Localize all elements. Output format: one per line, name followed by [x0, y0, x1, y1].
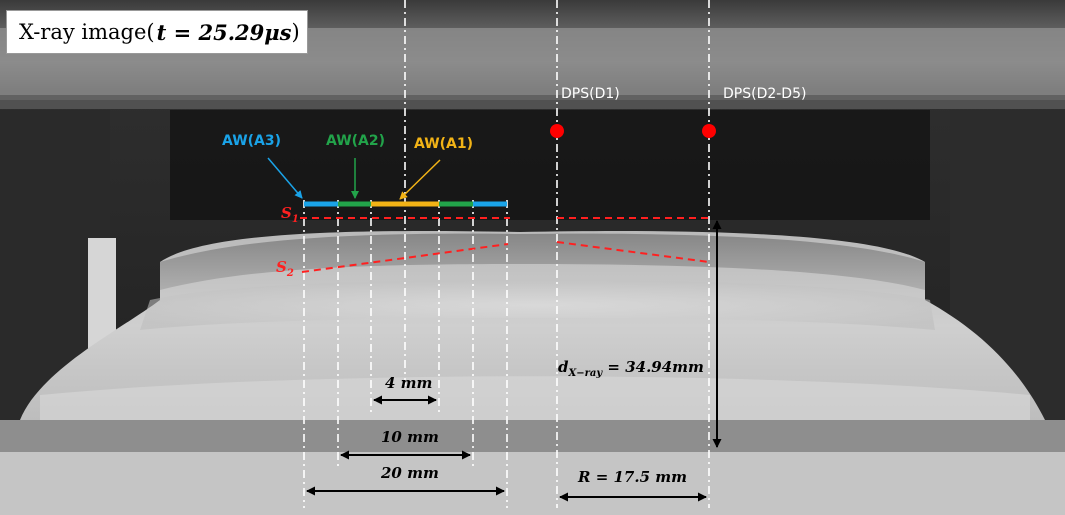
aw-a1-label: AW(A1) — [414, 136, 474, 152]
title-prefix: X-ray image( — [19, 20, 155, 44]
dim-20-label: 20 mm — [381, 464, 439, 482]
guide-lines — [303, 0, 710, 508]
aw-a3-arrow — [267, 157, 303, 199]
dps-d1-marker — [550, 124, 564, 138]
dim-10-label: 10 mm — [381, 428, 439, 446]
aw-a2-label: AW(A2) — [326, 133, 386, 149]
dps-d2-d5-label: DPS(D2-D5) — [723, 86, 807, 102]
title-time: t = 25.29μs — [156, 19, 292, 45]
radius-label: R = 17.5 mm — [578, 468, 687, 486]
surface-lines — [300, 217, 710, 273]
image-title: X-ray image(t = 25.29μs) — [6, 10, 308, 54]
aw-a3-label: AW(A3) — [222, 133, 282, 149]
dps-d2-d5-marker — [702, 124, 716, 138]
aw-a1-arrow — [399, 159, 441, 200]
depth-label: dX−ray = 34.94mm — [558, 358, 704, 379]
gap-region — [170, 110, 930, 220]
dim-4-label: 4 mm — [385, 374, 433, 392]
dps-d1-label: DPS(D1) — [561, 86, 620, 102]
s2-label: S2 — [276, 258, 294, 279]
sample-body — [20, 230, 1045, 420]
title-suffix: ) — [291, 20, 300, 44]
s1-label: S1 — [281, 204, 299, 225]
